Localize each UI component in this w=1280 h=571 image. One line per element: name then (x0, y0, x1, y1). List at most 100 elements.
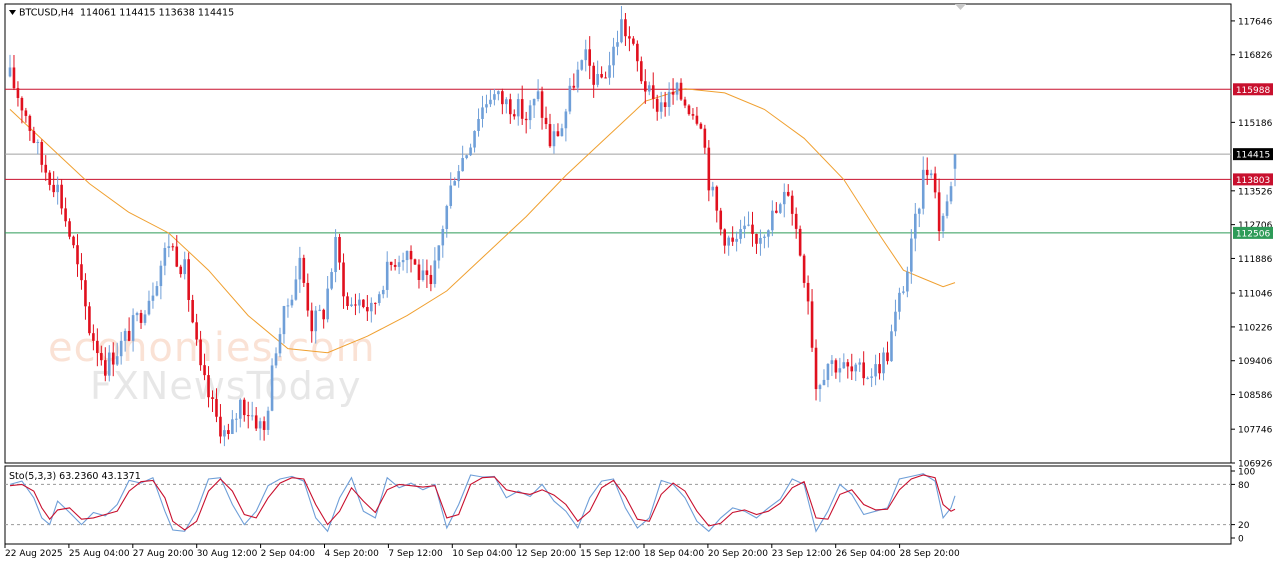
candle[interactable] (175, 235, 179, 268)
candle[interactable] (147, 290, 151, 316)
candle[interactable] (548, 113, 552, 148)
candle[interactable] (322, 308, 325, 329)
candle[interactable] (100, 345, 103, 366)
candle[interactable] (469, 143, 472, 157)
candle[interactable] (441, 225, 445, 258)
candle[interactable] (481, 95, 484, 128)
candle[interactable] (882, 347, 885, 381)
candle[interactable] (235, 412, 238, 433)
candles-layer[interactable] (8, 5, 957, 447)
candle[interactable] (409, 245, 413, 273)
candle[interactable] (96, 328, 99, 367)
candle[interactable] (767, 229, 770, 248)
candle[interactable] (48, 170, 52, 191)
candle[interactable] (334, 229, 337, 283)
candle[interactable] (775, 202, 778, 214)
candle[interactable] (659, 91, 663, 119)
candle[interactable] (564, 108, 568, 142)
candle[interactable] (612, 37, 615, 78)
candle[interactable] (425, 259, 429, 288)
candle[interactable] (643, 69, 647, 104)
candle[interactable] (36, 139, 40, 155)
candle[interactable] (358, 293, 361, 314)
candle[interactable] (663, 91, 667, 117)
candle[interactable] (437, 245, 441, 269)
candle[interactable] (12, 55, 16, 91)
candle[interactable] (691, 108, 695, 120)
candle[interactable] (346, 292, 349, 310)
candle[interactable] (457, 164, 460, 188)
candle[interactable] (560, 123, 564, 137)
candle[interactable] (453, 177, 457, 186)
candle[interactable] (675, 81, 679, 101)
candle[interactable] (84, 273, 87, 320)
candle[interactable] (576, 61, 580, 93)
candle[interactable] (739, 219, 742, 244)
chart-shift-marker-icon[interactable] (955, 4, 966, 10)
candle[interactable] (520, 85, 524, 125)
candle[interactable] (933, 166, 937, 199)
candle[interactable] (401, 252, 405, 271)
candle[interactable] (52, 171, 55, 198)
candle[interactable] (501, 88, 504, 115)
candle[interactable] (24, 107, 28, 123)
candle[interactable] (342, 253, 345, 309)
candle[interactable] (616, 30, 619, 56)
candle[interactable] (397, 255, 401, 275)
candle[interactable] (842, 353, 846, 369)
candle[interactable] (76, 234, 79, 277)
candle[interactable] (171, 243, 175, 251)
candle[interactable] (540, 86, 544, 130)
candle[interactable] (516, 93, 520, 126)
candle[interactable] (377, 291, 381, 306)
candle[interactable] (497, 90, 500, 101)
candle[interactable] (854, 362, 858, 382)
candle[interactable] (755, 233, 758, 254)
candle[interactable] (111, 342, 115, 377)
candle[interactable] (580, 59, 584, 71)
candle[interactable] (417, 259, 421, 289)
candle[interactable] (274, 347, 278, 369)
candle[interactable] (568, 77, 572, 115)
candle[interactable] (695, 106, 699, 126)
candle[interactable] (862, 351, 865, 386)
candle[interactable] (362, 299, 365, 309)
candle[interactable] (798, 225, 802, 257)
candle[interactable] (219, 404, 222, 444)
candle[interactable] (858, 358, 862, 372)
candle[interactable] (473, 130, 476, 153)
candle[interactable] (719, 207, 723, 236)
candle[interactable] (477, 108, 480, 137)
candle[interactable] (743, 216, 746, 239)
candle[interactable] (298, 246, 302, 293)
candle[interactable] (751, 211, 754, 247)
candle[interactable] (953, 154, 957, 187)
candle[interactable] (894, 299, 897, 337)
candle[interactable] (941, 213, 945, 238)
chart-menu-triangle-icon[interactable] (9, 10, 16, 15)
candle[interactable] (945, 194, 949, 219)
candle[interactable] (163, 242, 167, 276)
candle[interactable] (405, 250, 409, 274)
candle[interactable] (56, 176, 59, 205)
candle[interactable] (572, 73, 576, 91)
candle[interactable] (874, 354, 877, 386)
candle[interactable] (628, 26, 631, 52)
candle[interactable] (131, 308, 135, 352)
candle[interactable] (822, 369, 826, 386)
candle[interactable] (715, 185, 719, 223)
candle[interactable] (747, 211, 750, 227)
candle[interactable] (258, 417, 262, 441)
candle[interactable] (528, 100, 532, 130)
candle[interactable] (199, 330, 202, 371)
candle[interactable] (389, 261, 393, 271)
candle[interactable] (88, 302, 91, 336)
candle[interactable] (8, 54, 12, 78)
candle[interactable] (596, 60, 599, 88)
candle[interactable] (890, 324, 893, 362)
candle[interactable] (465, 154, 468, 160)
candle[interactable] (310, 302, 314, 343)
candle[interactable] (838, 357, 842, 383)
candle[interactable] (902, 286, 905, 295)
candle[interactable] (127, 317, 131, 342)
